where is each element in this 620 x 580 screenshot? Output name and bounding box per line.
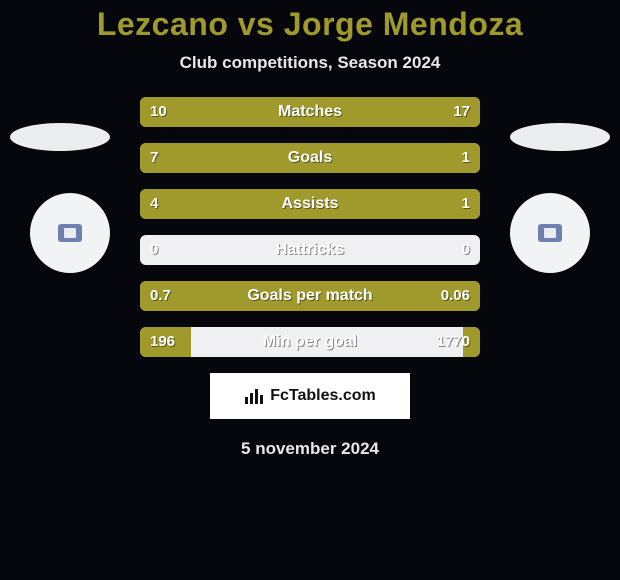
stat-value-left: 196 [150,327,175,357]
stat-value-left: 7 [150,143,158,173]
right-team-badge [510,193,590,273]
stat-row: Goals71 [140,143,480,173]
stat-row: Goals per match0.70.06 [140,281,480,311]
stat-value-left: 0.7 [150,281,171,311]
stat-label: Hattricks [140,235,480,265]
shield-icon [544,228,556,238]
left-team-badge [30,193,110,273]
stat-value-left: 10 [150,97,167,127]
stat-row: Matches1017 [140,97,480,127]
right-player-ellipse [510,123,610,151]
page-title: Lezcano vs Jorge Mendoza [0,0,620,43]
stat-value-right: 17 [453,97,470,127]
stat-row: Assists41 [140,189,480,219]
footer-date: 5 november 2024 [0,439,620,459]
brand-text: FcTables.com [270,387,376,405]
stat-value-right: 1770 [437,327,470,357]
left-player-ellipse [10,123,110,151]
stat-value-left: 0 [150,235,158,265]
stat-value-left: 4 [150,189,158,219]
stat-fill-left [140,189,375,219]
stat-value-right: 0.06 [441,281,470,311]
stat-fill-left [140,281,415,311]
brand-box: FcTables.com [210,373,410,419]
stat-value-right: 1 [462,189,470,219]
stat-value-right: 1 [462,143,470,173]
stat-row: Hattricks0 0 [140,235,480,265]
left-team-badge-inner [58,224,82,242]
stat-value-right: 0 [462,235,470,265]
stat-fill-right [266,97,480,127]
stat-rows: Matches1017Goals71Assists41Hattricks00Go… [140,97,480,357]
stat-label: Min per goal [140,327,480,357]
stat-fill-left [140,143,402,173]
right-team-badge-inner [538,224,562,242]
comparison-infographic: Lezcano vs Jorge Mendoza Club competitio… [0,0,620,580]
stat-row: Min per goal196 1770 [140,327,480,357]
shield-icon [64,228,76,238]
page-subtitle: Club competitions, Season 2024 [0,53,620,73]
content-area: Matches1017Goals71Assists41Hattricks00Go… [0,97,620,459]
bar-chart-icon [244,387,264,405]
